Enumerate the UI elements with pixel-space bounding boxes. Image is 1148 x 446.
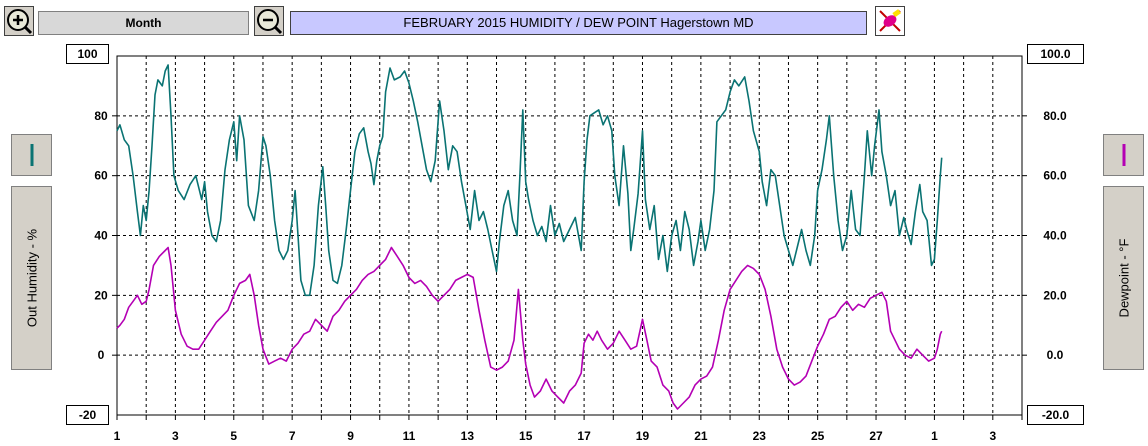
x-axis: 1 3 5 7 9 11 13 15 17 19 21 23 25 27 1 3 <box>114 415 1023 443</box>
humidity-series-line <box>116 64 943 297</box>
zoom-out-icon <box>257 9 283 35</box>
x-tick-label: 17 <box>577 429 591 443</box>
dewpoint-line-swatch-icon <box>1122 144 1126 166</box>
x-tick-label: 13 <box>461 429 475 443</box>
y-tick-label-left: 40 <box>94 229 108 243</box>
x-tick-label: 23 <box>753 429 767 443</box>
left-axis-max-box[interactable]: 100 <box>66 44 109 64</box>
right-axis-max-box[interactable]: 100.0 <box>1027 44 1084 64</box>
y-tick-label-left: 0 <box>98 348 105 362</box>
zoom-in-icon <box>7 9 33 35</box>
x-tick-label: 19 <box>636 429 650 443</box>
x-tick-label: 9 <box>347 429 354 443</box>
x-tick-label: 21 <box>694 429 708 443</box>
range-selector-button[interactable]: Month <box>38 11 249 35</box>
y-tick-label-right: 80.0 <box>1043 109 1067 123</box>
y-axes: 80 80.0 60 60.0 40 40.0 20 20.0 0 0.0 <box>94 109 1067 362</box>
humidity-series-button[interactable] <box>11 134 52 176</box>
x-tick-label: 25 <box>811 429 825 443</box>
x-tick-label: 7 <box>289 429 296 443</box>
y-tick-label-right: 20.0 <box>1043 288 1067 302</box>
pen-eraser-icon <box>879 9 901 32</box>
dewpoint-series-button[interactable] <box>1103 134 1144 176</box>
x-tick-label: 1 <box>931 429 938 443</box>
series-lines <box>116 64 943 410</box>
y-tick-label-left: 60 <box>94 169 108 183</box>
grid-lines <box>117 56 1022 415</box>
x-tick-label: 1 <box>114 429 121 443</box>
x-tick-label: 3 <box>172 429 179 443</box>
zoom-in-button[interactable] <box>4 6 34 36</box>
right-axis-min-box[interactable]: -20.0 <box>1027 405 1084 425</box>
x-tick-label: 11 <box>403 429 416 443</box>
x-tick-label: 27 <box>869 429 883 443</box>
x-tick-label: 3 <box>989 429 996 443</box>
edit-button[interactable] <box>875 6 905 36</box>
x-tick-label: 5 <box>230 429 237 443</box>
y-tick-label-left: 20 <box>94 288 108 302</box>
left-axis-min-box[interactable]: -20 <box>66 405 109 425</box>
right-axis-label-panel: Dewpoint - °F <box>1103 186 1144 370</box>
y-tick-label-right: 60.0 <box>1043 169 1067 183</box>
y-tick-label-right: 0.0 <box>1047 348 1064 362</box>
dewpoint-series-line <box>116 246 943 410</box>
chart-title: FEBRUARY 2015 HUMIDITY / DEW POINT Hager… <box>290 11 867 35</box>
left-axis-label-panel: Out Humidity - % <box>11 186 52 370</box>
zoom-out-button[interactable] <box>254 6 284 36</box>
y-tick-label-right: 40.0 <box>1043 229 1067 243</box>
humidity-line-swatch-icon <box>30 144 34 166</box>
x-tick-label: 15 <box>519 429 533 443</box>
y-tick-label-left: 80 <box>94 109 108 123</box>
